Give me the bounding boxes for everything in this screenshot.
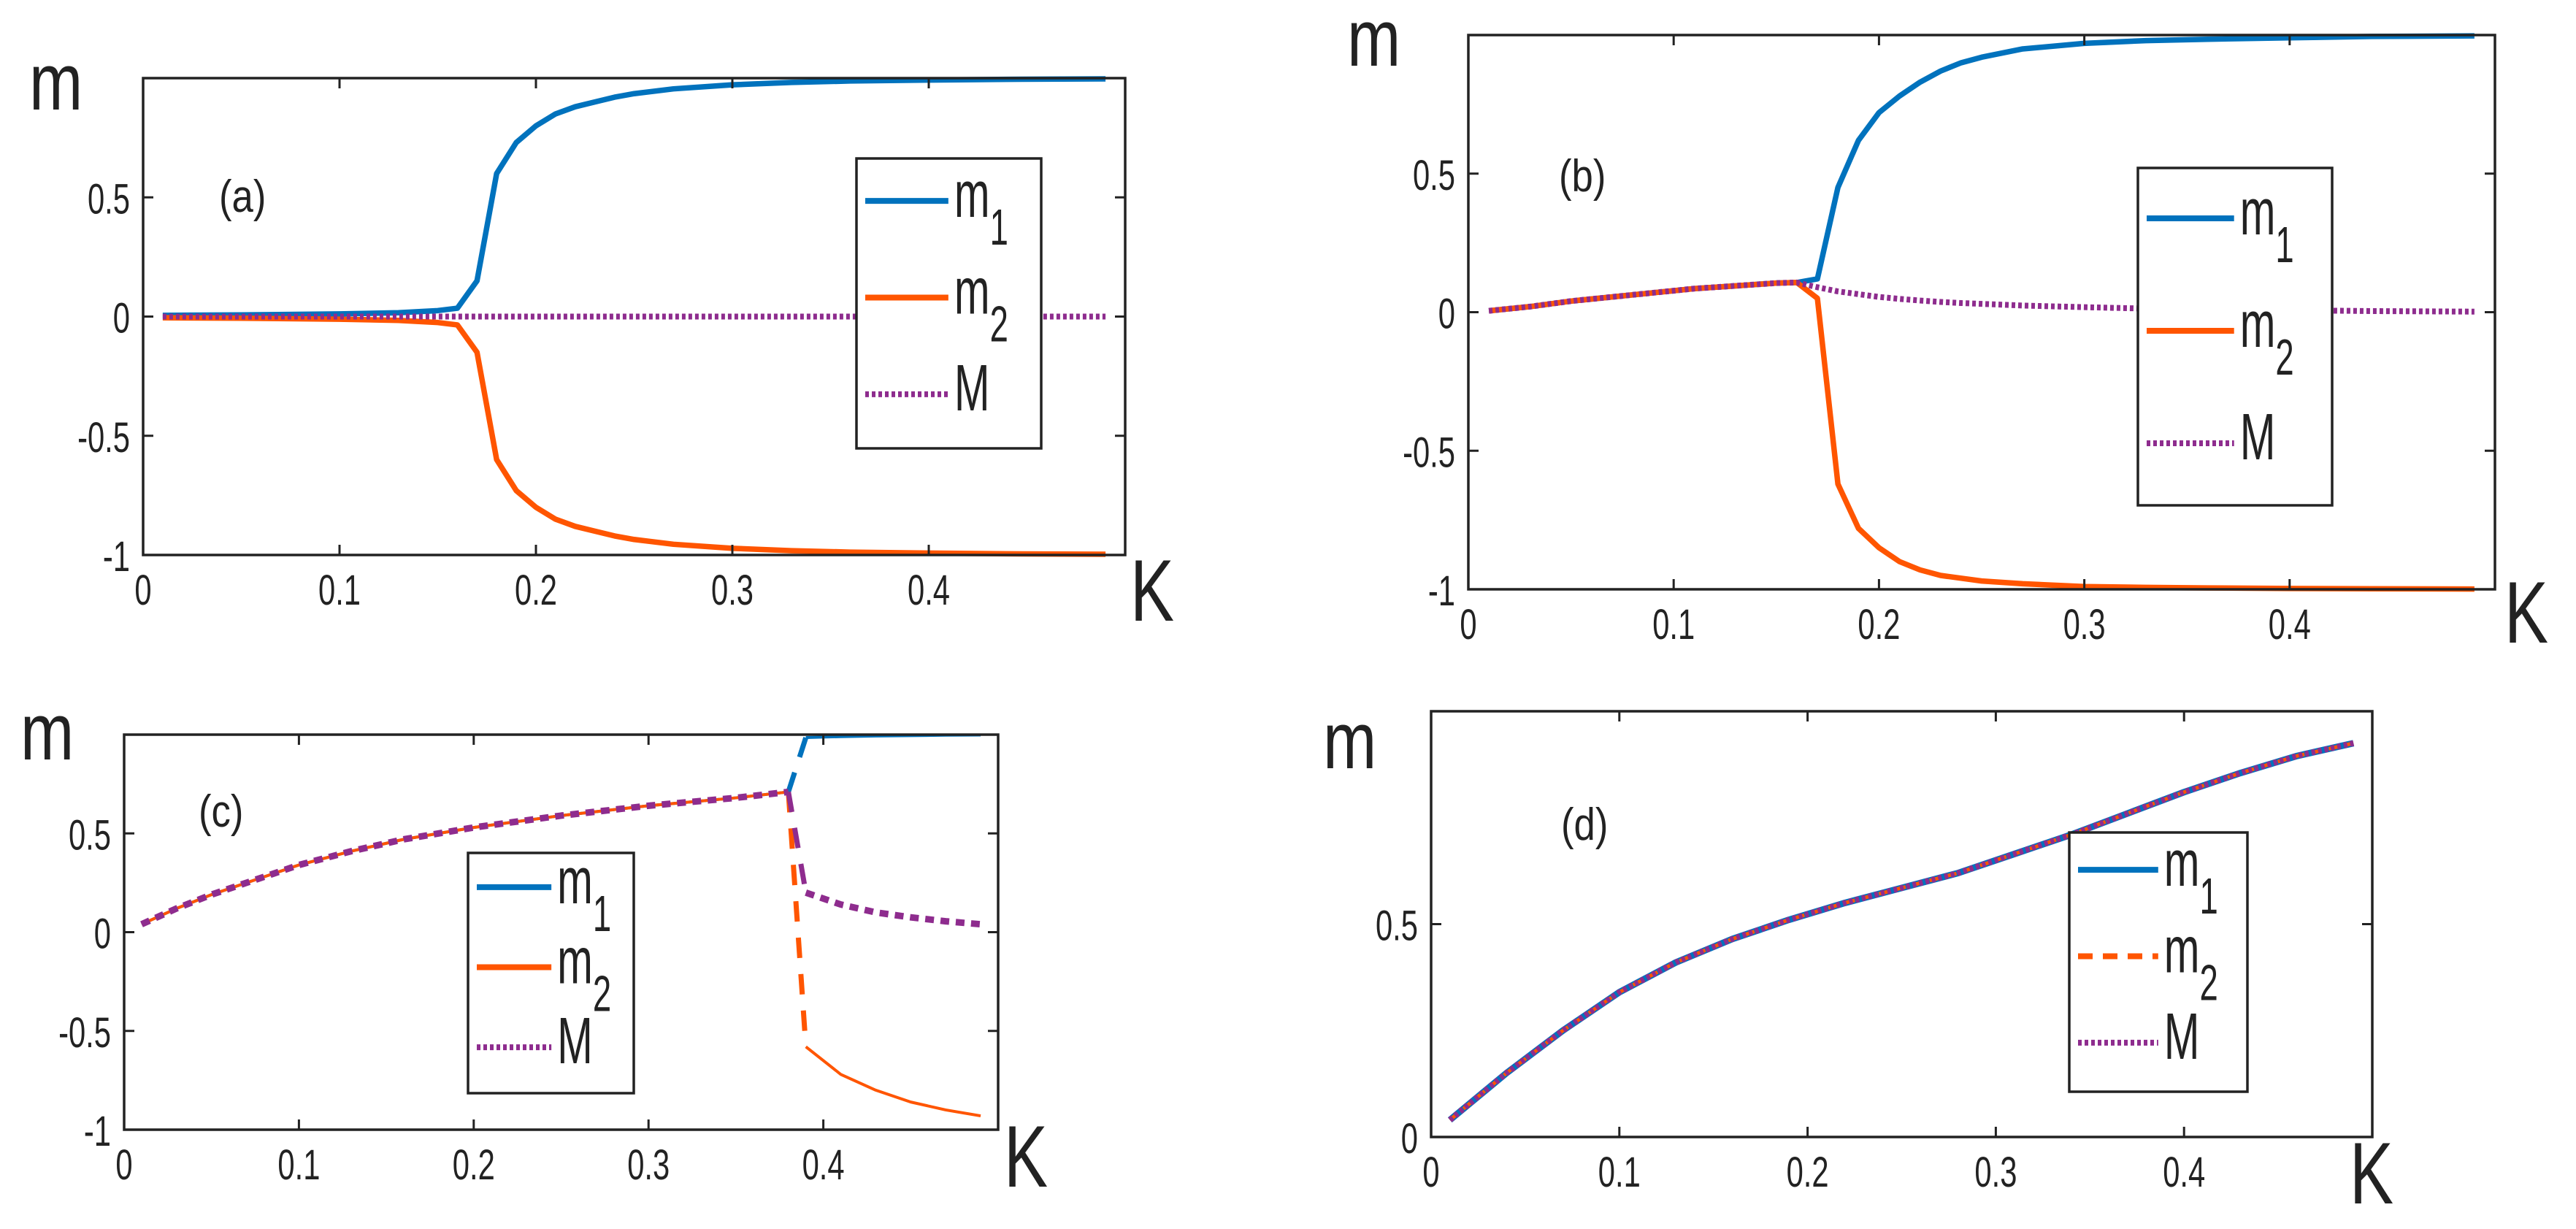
y-tick-label: 0 [1438,290,1455,337]
x-tick-label: 0.1 [1652,600,1695,648]
x-tick-label: 0.2 [1787,1148,1829,1195]
y-tick-label: 0.5 [69,811,111,858]
x-tick-label: 0.3 [711,566,754,613]
panel-label: (b) [1559,151,1606,202]
y-tick-label: -1 [1428,567,1455,614]
series-line-M [1448,740,2355,1122]
legend-box [855,157,1043,450]
y-tick-label: 0.5 [1376,902,1418,949]
series-M [140,788,981,928]
y-tick-label: -1 [84,1107,111,1155]
x-tick-label: 0.3 [2063,600,2106,648]
x-tick-label: 0.4 [908,566,950,613]
series-line-m1 [162,76,1106,318]
series-line-m2 [805,1045,981,1118]
y-tick-label: 0.5 [88,175,130,222]
x-tick-label: 0 [1460,600,1476,648]
x-tick-label: 0.4 [2269,600,2311,648]
series-line-M [140,788,789,927]
y-tick-label: -0.5 [1403,428,1455,475]
y-axis-label: m [1347,0,1400,83]
x-tick-label: 0.1 [1598,1148,1641,1195]
jump-line-m1 [786,736,808,793]
y-tick-label: -0.5 [77,413,130,461]
y-tick-label: 0 [1401,1114,1418,1162]
y-axis-label: m [1323,697,1376,786]
legend-label: m2 [557,924,611,1022]
series-line-m2 [162,315,1106,557]
x-tick-label: 0.4 [802,1141,845,1188]
y-tick-label: 0 [94,910,111,957]
x-tick-label: 0 [134,566,151,613]
x-axis-label: K [2350,1125,2393,1223]
x-tick-label: 0.2 [453,1141,495,1188]
legend-box [2068,831,2249,1093]
x-tick-label: 0.2 [515,566,557,613]
legend-label: m2 [2240,288,2294,386]
legend-label: m1 [954,158,1008,256]
x-axis-label: K [2504,564,2548,662]
jump-line-M [786,791,809,893]
x-tick-label: 0.2 [1858,600,1900,648]
chart-panel-b: 0 0.1 0.2 0.3 0.4 -1 -0.5 0 0.5 (b) m Km1 m2 M [1347,0,2548,662]
legend-label: M [2164,1000,2200,1073]
legend-label: M [954,351,990,425]
x-axis-label: K [1130,543,1174,640]
panel-label: (a) [219,172,266,222]
x-tick-label: 0.3 [627,1141,670,1188]
x-tick-label: 0 [115,1141,132,1188]
x-tick-label: 0.3 [1974,1148,2017,1195]
legend: m1 m2 M [2136,166,2334,507]
x-axis-label: K [1004,1109,1048,1206]
series-m1 [162,76,1106,318]
legend-label: m1 [2240,175,2294,273]
x-tick-label: 0 [1422,1148,1439,1195]
legend-box [467,851,635,1095]
legend-label: m1 [2164,827,2218,925]
series-line-M [805,889,981,928]
y-tick-label: 0 [113,294,130,342]
legend-label: m1 [557,844,611,942]
jump-line-m2 [786,792,809,1047]
y-tick-label: -1 [103,532,130,580]
y-axis-label: m [20,688,74,778]
legend-label: M [2240,400,2276,474]
y-axis-label: m [29,38,83,128]
x-tick-label: 0.1 [318,566,361,613]
panel-label: (d) [1561,800,1608,850]
y-tick-label: -0.5 [58,1008,111,1056]
panel-label: (c) [199,786,243,837]
legend-label: m2 [2164,914,2218,1011]
x-tick-label: 0.4 [2163,1148,2205,1195]
legend-label: M [557,1005,593,1079]
series-M [1448,740,2355,1122]
x-tick-label: 0.1 [277,1141,320,1188]
legend-label: m2 [954,255,1008,353]
y-tick-label: 0.5 [1413,151,1455,199]
series-m2 [162,315,1106,557]
legend-box [2136,166,2334,507]
